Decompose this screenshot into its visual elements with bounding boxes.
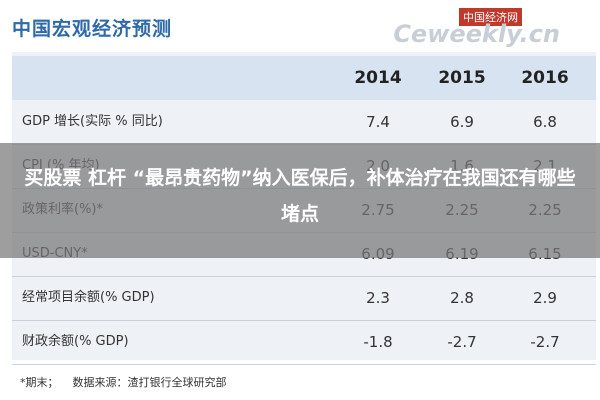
row-label: 经常项目余额(% GDP) — [22, 290, 155, 305]
table-cell: 2.9 — [533, 289, 557, 307]
title: 中国宏观经济预测 — [12, 18, 173, 40]
table-cell: 6.8 — [533, 113, 557, 131]
table-cell: 2.8 — [450, 289, 474, 307]
table-row — [12, 320, 596, 365]
row-label: GDP 增长(实际 % 同比) — [22, 114, 163, 129]
column-header: 2014 — [354, 68, 402, 88]
column-header: 2015 — [438, 68, 486, 88]
logo-text: 中国经济网 — [459, 8, 522, 26]
table-row — [12, 232, 596, 277]
overlay-band — [0, 143, 600, 258]
footnote: *期末； 数据来源：渣打银行全球研究部 — [20, 376, 227, 389]
headline[interactable]: 买股票 杠杆 “最昂贵药物”纳入医保后，补体治疗在我国还有哪些堵点 — [24, 167, 576, 225]
table-row — [12, 276, 596, 321]
logo-watermark: Ceweekly.cn — [393, 20, 560, 48]
table-cell: 6.9 — [450, 113, 474, 131]
column-header: 2016 — [521, 68, 569, 88]
table-cell: -2.7 — [447, 333, 477, 351]
table-cell: 7.4 — [366, 113, 390, 131]
table-cell: 2.3 — [366, 289, 390, 307]
table-header — [12, 56, 596, 100]
row-label: 财政余额(% GDP) — [22, 334, 129, 349]
table-cell: -1.8 — [363, 333, 393, 351]
table-cell: -2.7 — [530, 333, 560, 351]
